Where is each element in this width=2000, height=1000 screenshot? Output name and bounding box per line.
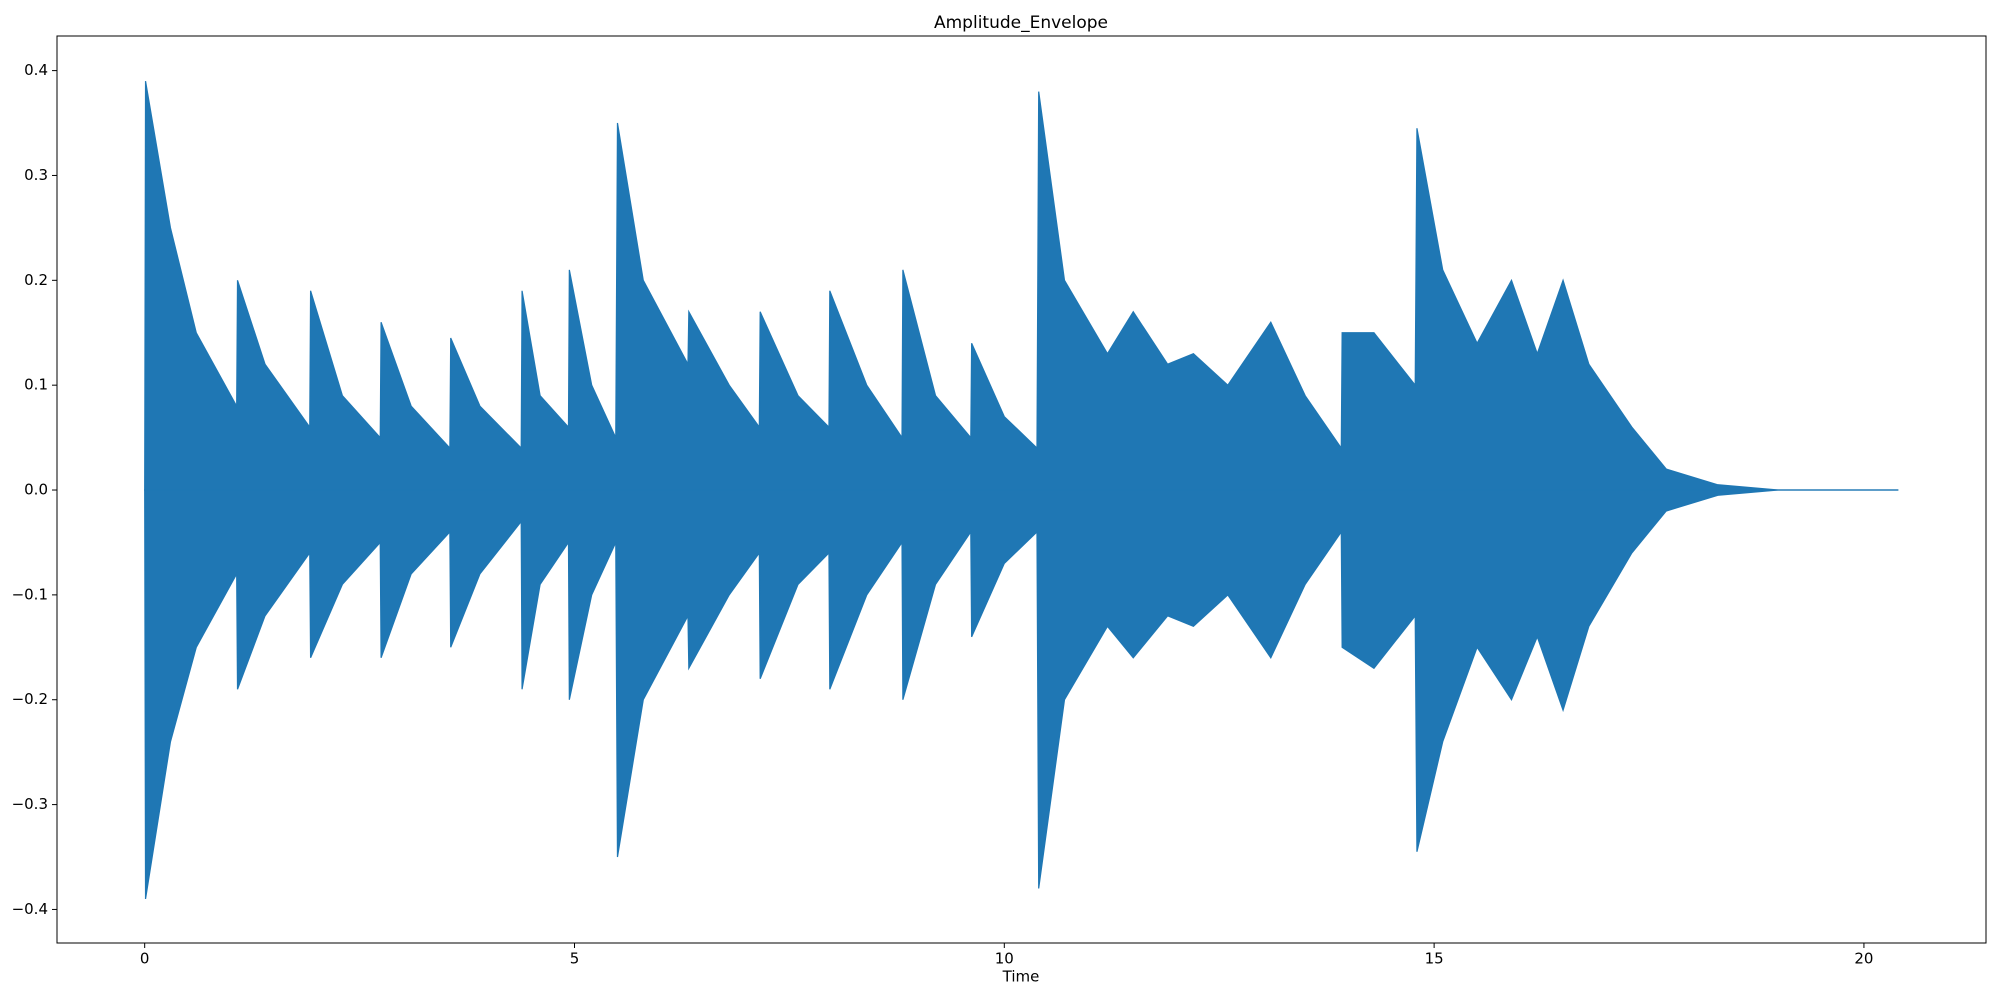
- y-tick-label: 0.4: [24, 61, 48, 79]
- y-tick-label: 0.3: [24, 166, 48, 184]
- x-tick-label: 5: [570, 950, 580, 968]
- x-tick-label: 20: [1854, 950, 1873, 968]
- y-tick-label: −0.2: [12, 690, 48, 708]
- waveform-area: [144, 80, 1899, 491]
- x-tick-label: 10: [995, 950, 1014, 968]
- y-tick-label: 0.0: [24, 481, 48, 499]
- y-tick-label: 0.1: [24, 376, 48, 394]
- y-tick-label: 0.2: [24, 271, 48, 289]
- x-axis-label: Time: [1002, 968, 1040, 986]
- chart-title: Amplitude_Envelope: [934, 13, 1108, 33]
- waveform-area: [144, 489, 1899, 900]
- plot-frame: [56, 35, 1987, 944]
- x-tick-label: 15: [1425, 950, 1444, 968]
- y-tick-label: −0.3: [12, 795, 48, 813]
- x-tick-label: 0: [140, 950, 150, 968]
- y-tick-label: −0.4: [12, 900, 48, 918]
- y-tick-label: −0.1: [12, 585, 48, 603]
